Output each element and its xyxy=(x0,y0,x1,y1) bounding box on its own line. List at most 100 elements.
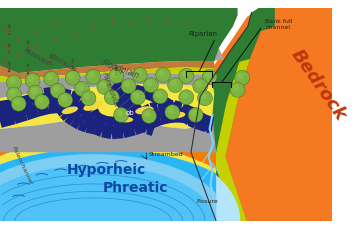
Polygon shape xyxy=(88,111,103,128)
Circle shape xyxy=(198,91,213,106)
Polygon shape xyxy=(109,85,128,102)
Ellipse shape xyxy=(169,112,185,118)
Polygon shape xyxy=(3,32,6,33)
Polygon shape xyxy=(203,120,213,132)
Polygon shape xyxy=(214,59,250,221)
Polygon shape xyxy=(167,101,180,115)
Polygon shape xyxy=(0,72,214,98)
Polygon shape xyxy=(166,100,173,117)
Polygon shape xyxy=(70,65,75,66)
Circle shape xyxy=(37,97,44,104)
Polygon shape xyxy=(16,53,21,54)
Polygon shape xyxy=(185,110,197,125)
Circle shape xyxy=(28,75,35,82)
Circle shape xyxy=(132,68,147,82)
Polygon shape xyxy=(87,119,100,134)
Text: Floodplain: Floodplain xyxy=(101,59,141,81)
Circle shape xyxy=(237,73,244,79)
Circle shape xyxy=(168,78,183,93)
Polygon shape xyxy=(73,30,76,31)
Polygon shape xyxy=(119,96,137,114)
Polygon shape xyxy=(41,93,49,103)
Polygon shape xyxy=(35,89,48,107)
Polygon shape xyxy=(110,22,114,23)
Polygon shape xyxy=(64,114,75,125)
Circle shape xyxy=(99,82,106,89)
Polygon shape xyxy=(177,103,190,121)
Polygon shape xyxy=(0,8,275,221)
Polygon shape xyxy=(49,56,53,58)
Circle shape xyxy=(182,92,188,99)
Text: Parafluvial: Parafluvial xyxy=(101,72,119,109)
Polygon shape xyxy=(206,116,214,134)
Circle shape xyxy=(61,95,67,101)
Polygon shape xyxy=(114,72,119,73)
Circle shape xyxy=(9,77,16,84)
Polygon shape xyxy=(3,47,6,49)
Circle shape xyxy=(233,85,240,91)
Polygon shape xyxy=(105,79,123,97)
Text: Hillslope: Hillslope xyxy=(23,47,52,67)
Polygon shape xyxy=(0,104,16,123)
Text: Terraces: Terraces xyxy=(49,53,78,72)
Text: Hyporheic: Hyporheic xyxy=(67,163,146,177)
Polygon shape xyxy=(167,17,169,19)
Polygon shape xyxy=(7,66,12,67)
Polygon shape xyxy=(0,47,224,76)
Polygon shape xyxy=(7,47,12,48)
Polygon shape xyxy=(129,21,132,22)
Circle shape xyxy=(121,79,136,93)
Text: Streambed: Streambed xyxy=(149,152,184,157)
Polygon shape xyxy=(129,110,143,129)
Polygon shape xyxy=(150,101,161,119)
Polygon shape xyxy=(0,68,214,83)
Polygon shape xyxy=(49,63,53,65)
Circle shape xyxy=(153,89,168,104)
Circle shape xyxy=(31,87,37,94)
Polygon shape xyxy=(20,96,36,116)
Polygon shape xyxy=(26,49,30,51)
Circle shape xyxy=(195,81,202,87)
Polygon shape xyxy=(73,28,76,30)
Polygon shape xyxy=(0,115,216,152)
Polygon shape xyxy=(140,114,154,133)
Circle shape xyxy=(28,85,43,100)
Polygon shape xyxy=(129,106,146,124)
Circle shape xyxy=(146,80,153,87)
Circle shape xyxy=(165,105,180,120)
Circle shape xyxy=(9,89,16,96)
Polygon shape xyxy=(36,50,39,52)
Polygon shape xyxy=(36,45,39,46)
Polygon shape xyxy=(146,116,158,136)
Circle shape xyxy=(84,93,90,100)
Polygon shape xyxy=(110,24,113,26)
Polygon shape xyxy=(151,113,163,128)
Polygon shape xyxy=(17,41,20,42)
Polygon shape xyxy=(8,70,11,72)
Ellipse shape xyxy=(62,106,78,114)
Text: Bedrock: Bedrock xyxy=(287,46,349,124)
Circle shape xyxy=(135,70,142,76)
Circle shape xyxy=(44,71,59,86)
Polygon shape xyxy=(71,105,85,120)
Polygon shape xyxy=(70,117,82,129)
Polygon shape xyxy=(180,111,193,125)
Polygon shape xyxy=(78,121,88,132)
Text: Bank full
channel: Bank full channel xyxy=(266,19,293,30)
Circle shape xyxy=(81,91,96,106)
Polygon shape xyxy=(0,148,216,221)
Circle shape xyxy=(46,74,53,80)
Polygon shape xyxy=(95,114,108,132)
Polygon shape xyxy=(28,92,44,111)
Polygon shape xyxy=(83,108,101,122)
Polygon shape xyxy=(7,64,11,65)
Polygon shape xyxy=(27,64,29,66)
Polygon shape xyxy=(188,109,203,127)
Polygon shape xyxy=(70,63,75,64)
Polygon shape xyxy=(50,55,53,57)
Polygon shape xyxy=(91,25,95,26)
Polygon shape xyxy=(16,37,21,38)
Polygon shape xyxy=(111,17,113,19)
Circle shape xyxy=(143,78,158,93)
Polygon shape xyxy=(57,107,67,116)
